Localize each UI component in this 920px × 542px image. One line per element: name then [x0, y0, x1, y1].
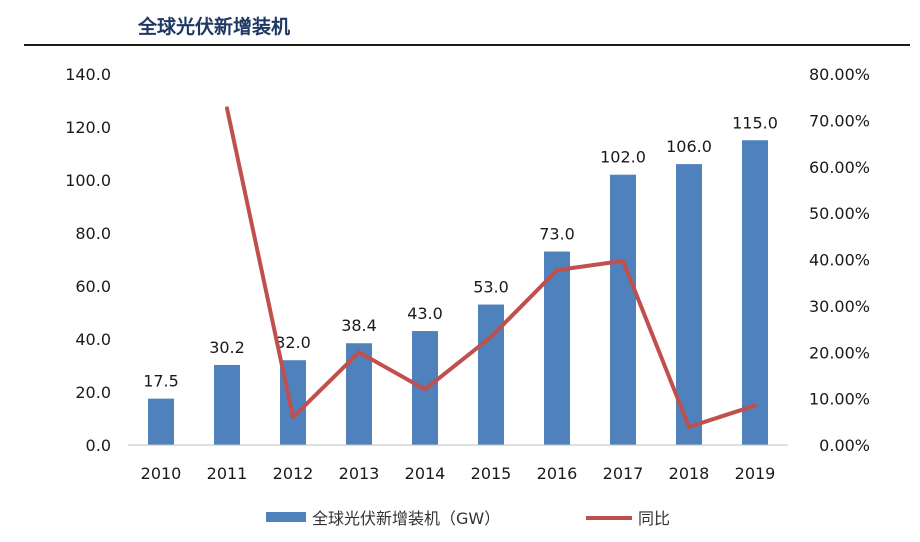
bar-data-label: 17.5 — [143, 372, 179, 391]
x-axis: 2010 2011 2012 2013 2014 2015 2016 2017 2018 2019 — [141, 464, 776, 483]
x-tick-label: 2018 — [669, 464, 710, 483]
bar — [148, 398, 174, 445]
left-tick-label: 60.0 — [75, 277, 111, 296]
bar-data-label: 30.2 — [209, 338, 245, 357]
title-underline — [24, 44, 910, 46]
left-tick-label: 0.0 — [86, 436, 111, 455]
x-tick-label: 2016 — [537, 464, 578, 483]
bar-data-label: 102.0 — [600, 148, 646, 167]
legend-line-label: 同比 — [638, 509, 670, 528]
legend-bar-swatch — [266, 512, 306, 522]
right-tick-label: 20.00% — [809, 343, 870, 362]
x-tick-label: 2015 — [471, 464, 512, 483]
right-tick-label: 0.00% — [819, 436, 870, 455]
right-tick-label: 50.00% — [809, 204, 870, 223]
legend: 全球光伏新增装机（GW） 同比 — [266, 509, 670, 528]
left-tick-label: 140.0 — [65, 65, 111, 84]
bar-data-label: 115.0 — [732, 113, 778, 132]
right-tick-label: 10.00% — [809, 390, 870, 409]
bar-data-label: 106.0 — [666, 137, 712, 156]
line-series — [225, 106, 757, 429]
left-tick-label: 80.0 — [75, 224, 111, 243]
x-tick-label: 2012 — [273, 464, 314, 483]
right-tick-label: 30.00% — [809, 297, 870, 316]
bar-data-label: 73.0 — [539, 225, 575, 244]
bar — [742, 140, 768, 445]
bar-data-label: 53.0 — [473, 278, 509, 297]
bar-data-label: 43.0 — [407, 304, 443, 323]
bar-data-label: 32.0 — [275, 333, 311, 352]
bar — [676, 164, 702, 445]
right-tick-label: 60.00% — [809, 158, 870, 177]
right-tick-label: 80.00% — [809, 65, 870, 84]
left-tick-label: 40.0 — [75, 330, 111, 349]
right-tick-label: 40.00% — [809, 251, 870, 270]
bar-data-labels: 17.5 30.2 32.0 38.4 43.0 53.0 73.0 102.0 106.0 11… — [143, 113, 778, 390]
right-tick-label: 70.00% — [809, 111, 870, 130]
left-tick-label: 100.0 — [65, 171, 111, 190]
bar-series — [148, 140, 768, 445]
x-tick-label: 2010 — [141, 464, 182, 483]
x-tick-label: 2019 — [735, 464, 776, 483]
chart-title: 全球光伏新增装机 — [138, 16, 291, 38]
bar — [610, 174, 636, 445]
legend-bar-label: 全球光伏新增装机（GW） — [312, 509, 500, 528]
left-tick-label: 120.0 — [65, 118, 111, 137]
x-tick-label: 2014 — [405, 464, 446, 483]
bar — [214, 364, 240, 445]
left-axis: 0.0 20.0 40.0 60.0 80.0 100.0 120.0 140.0 — [65, 65, 111, 455]
right-axis: 0.00% 10.00% 20.00% 30.00% 40.00% 50.00% 60.00… — [809, 65, 870, 455]
x-tick-label: 2013 — [339, 464, 380, 483]
bar — [544, 251, 570, 445]
bar-data-label: 38.4 — [341, 316, 377, 335]
x-tick-label: 2017 — [603, 464, 644, 483]
x-tick-label: 2011 — [207, 464, 248, 483]
left-tick-label: 20.0 — [75, 383, 111, 402]
